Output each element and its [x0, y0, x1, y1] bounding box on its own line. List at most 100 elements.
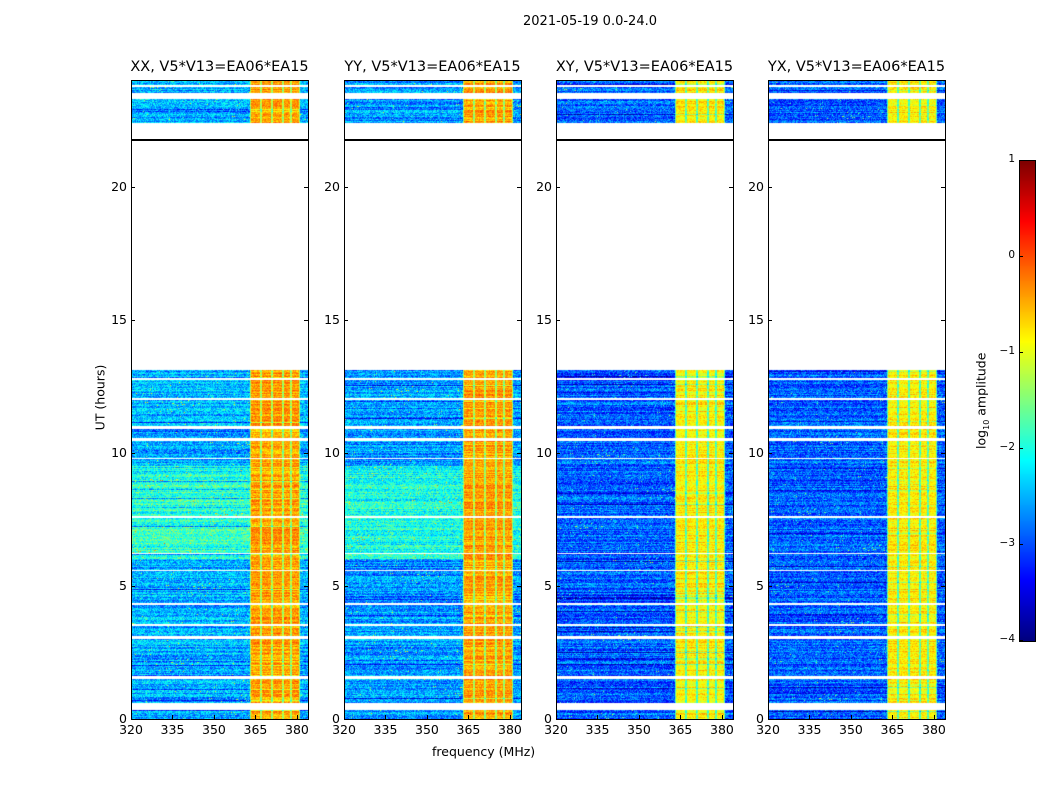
y-tick-mark: [729, 319, 733, 321]
y-tick-label: 15: [748, 311, 764, 327]
x-tick-mark: [296, 715, 298, 719]
x-tick-mark: [721, 715, 723, 719]
colorbar-label-rest: amplitude: [973, 352, 989, 420]
y-tick-mark: [729, 719, 733, 720]
x-tick-mark: [768, 715, 769, 719]
plot-frame: [768, 80, 946, 720]
y-tick-mark: [131, 319, 135, 321]
figure-title: 2021-05-19 0.0-24.0: [523, 14, 657, 29]
y-tick-label: 5: [119, 577, 127, 593]
y-tick-mark: [344, 452, 348, 454]
colorbar-tick-label: −1: [999, 345, 1015, 357]
x-tick-mark: [809, 715, 811, 719]
colorbar-tick-label: −2: [999, 441, 1015, 453]
colorbar-label: log10 amplitude: [973, 341, 991, 461]
y-tick-mark: [517, 186, 521, 188]
y-tick-label: 0: [332, 711, 340, 726]
plot-frame: [344, 80, 522, 720]
x-tick-mark: [509, 715, 511, 719]
plot-frame: [556, 80, 734, 720]
y-tick-mark: [131, 186, 135, 188]
y-tick-mark: [556, 319, 560, 321]
colorbar-tick-mark: [1019, 544, 1023, 545]
y-tick-mark: [768, 719, 772, 720]
y-tick-label: 0: [544, 711, 552, 726]
y-tick-mark: [131, 719, 135, 720]
y-tick-label: 20: [536, 178, 552, 194]
x-tick-mark: [638, 715, 640, 719]
y-tick-mark: [556, 585, 560, 587]
x-tick-label: 350: [415, 722, 439, 737]
y-tick-mark: [768, 319, 772, 321]
y-tick-label: 5: [332, 577, 340, 593]
colorbar-tick-label: 1: [1008, 153, 1015, 165]
heatmap-image: [344, 80, 521, 719]
panel-title: YY, V5*V13=EA06*EA15: [344, 59, 521, 75]
y-tick-label: 5: [544, 577, 552, 593]
y-tick-mark: [556, 452, 560, 454]
x-tick-mark: [426, 715, 428, 719]
heatmap-image: [768, 80, 945, 719]
x-tick-label: 335: [797, 722, 822, 737]
panel-title: YX, V5*V13=EA06*EA15: [767, 59, 946, 75]
colorbar-tick-label: 0: [1008, 249, 1015, 261]
y-tick-mark: [304, 319, 308, 321]
y-tick-mark: [729, 585, 733, 587]
y-tick-label: 10: [111, 444, 127, 460]
x-tick-label: 365: [243, 722, 268, 737]
colorbar-tick-label: −3: [999, 537, 1015, 549]
x-axis-label: frequency (MHz): [432, 744, 536, 759]
y-tick-mark: [517, 452, 521, 454]
x-tick-mark: [131, 715, 132, 719]
x-tick-label: 350: [627, 722, 651, 737]
y-tick-mark: [941, 719, 945, 720]
y-tick-mark: [729, 452, 733, 454]
y-tick-mark: [344, 186, 348, 188]
y-tick-mark: [344, 585, 348, 587]
y-tick-label: 15: [536, 311, 552, 327]
y-tick-label: 15: [324, 311, 340, 327]
x-tick-mark: [344, 715, 345, 719]
y-tick-mark: [729, 186, 733, 188]
flag-line: [131, 138, 308, 141]
y-tick-mark: [344, 319, 348, 321]
x-tick-mark: [933, 715, 935, 719]
x-tick-mark: [172, 715, 174, 719]
y-tick-mark: [517, 719, 521, 720]
y-tick-label: 20: [324, 178, 340, 194]
flag-line: [768, 138, 945, 141]
panel-title: XX, V5*V13=EA06*EA15: [130, 59, 309, 75]
y-tick-mark: [517, 585, 521, 587]
plot-frame: [131, 80, 309, 720]
y-tick-mark: [344, 719, 348, 720]
y-tick-mark: [556, 719, 560, 720]
y-tick-mark: [941, 585, 945, 587]
x-tick-label: 320: [119, 722, 143, 737]
y-tick-mark: [517, 319, 521, 321]
y-tick-label: 20: [748, 178, 764, 194]
colorbar-tick-mark: [1019, 352, 1023, 353]
y-tick-mark: [941, 452, 945, 454]
x-tick-mark: [213, 715, 215, 719]
panel-title: XY, V5*V13=EA06*EA15: [555, 59, 734, 75]
x-tick-label: 335: [160, 722, 185, 737]
y-tick-mark: [304, 585, 308, 587]
y-tick-mark: [941, 186, 945, 188]
x-tick-mark: [597, 715, 599, 719]
x-tick-label: 380: [922, 722, 946, 737]
x-tick-mark: [892, 715, 894, 719]
x-tick-label: 350: [839, 722, 863, 737]
y-tick-label: 5: [756, 577, 764, 593]
x-tick-label: 365: [668, 722, 693, 737]
y-tick-mark: [304, 719, 308, 720]
y-tick-label: 10: [748, 444, 764, 460]
x-tick-mark: [556, 715, 557, 719]
y-tick-label: 10: [536, 444, 552, 460]
y-tick-mark: [131, 585, 135, 587]
colorbar-label-subscript: 10: [981, 419, 991, 430]
colorbar: [1019, 160, 1036, 642]
y-tick-label: 15: [111, 311, 127, 327]
colorbar-tick-mark: [1019, 256, 1023, 257]
colorbar-tick-mark: [1019, 160, 1023, 161]
y-axis-label: UT (hours): [92, 364, 108, 431]
